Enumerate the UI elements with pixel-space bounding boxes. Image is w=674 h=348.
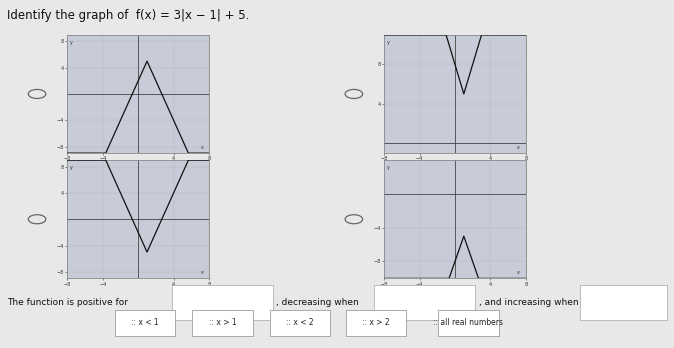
Text: Identify the graph of  f(x) = 3|x − 1| + 5.: Identify the graph of f(x) = 3|x − 1| + … bbox=[7, 9, 249, 22]
Text: :: x < 1: :: x < 1 bbox=[131, 318, 158, 327]
Text: The function is positive for: The function is positive for bbox=[7, 298, 128, 307]
Text: , and increasing when: , and increasing when bbox=[479, 298, 578, 307]
Text: :: x < 2: :: x < 2 bbox=[286, 318, 313, 327]
Text: x: x bbox=[200, 144, 204, 150]
Text: y: y bbox=[70, 40, 73, 45]
Text: x: x bbox=[200, 270, 204, 275]
Text: y: y bbox=[387, 165, 390, 170]
Text: y: y bbox=[70, 165, 73, 170]
Text: x: x bbox=[517, 144, 520, 150]
Text: , decreasing when: , decreasing when bbox=[276, 298, 359, 307]
Text: :: x > 2: :: x > 2 bbox=[363, 318, 390, 327]
Text: x: x bbox=[517, 270, 520, 275]
Text: y: y bbox=[387, 40, 390, 45]
Text: :: all real numbers: :: all real numbers bbox=[433, 318, 503, 327]
Text: :: x > 1: :: x > 1 bbox=[209, 318, 236, 327]
